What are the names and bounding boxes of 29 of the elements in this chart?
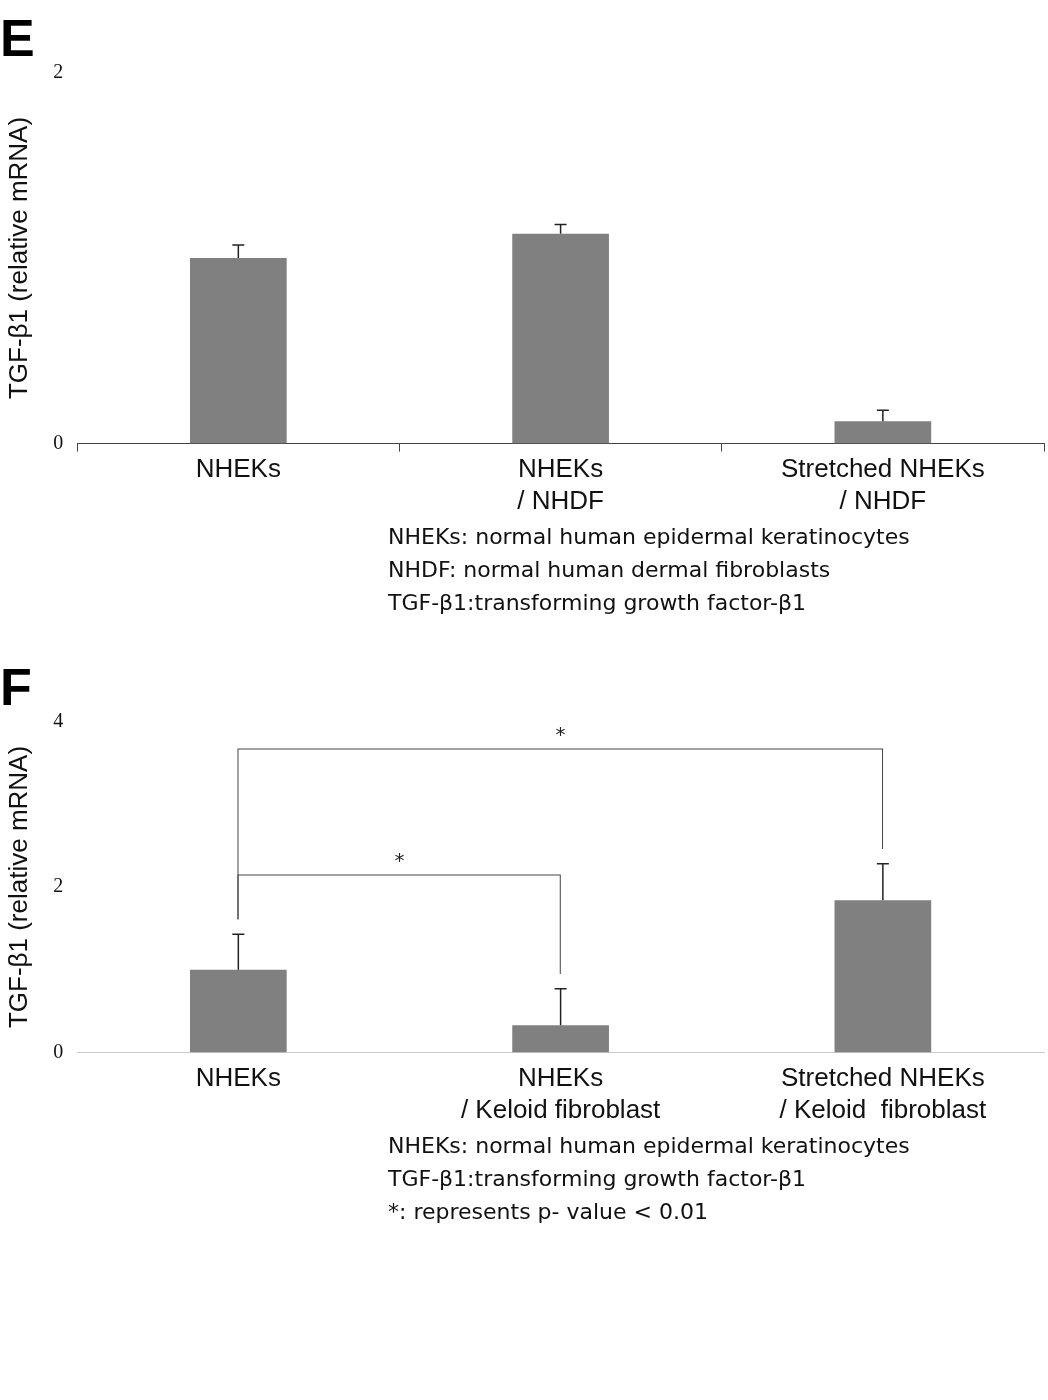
bar	[189, 969, 287, 1053]
annotation: *	[393, 847, 406, 872]
text: NHEKs: normal human epidermal keratinocytes	[388, 1132, 911, 1160]
text: TGF-β1:transforming growth factor-β1	[388, 589, 807, 617]
text: *: represents p- value < 0.01	[388, 1198, 709, 1226]
x-tick-label: Stretched NHEKs / Keloid fibroblast	[779, 1062, 987, 1124]
bar	[834, 421, 932, 444]
y-tick-label: 0	[53, 1039, 64, 1062]
bar	[512, 233, 609, 444]
y-tick-label: 0	[53, 430, 64, 453]
x-tick-label: Stretched NHEKs / NHDF	[780, 453, 985, 515]
y-axis-title: TGF-β1 (relative mRNA)	[2, 745, 33, 1029]
x-tick-label: NHEKs	[195, 453, 281, 484]
annotation: *	[554, 721, 567, 746]
y-tick-label: 4	[53, 708, 64, 731]
text: TGF-β1:transforming growth factor-β1	[388, 1165, 807, 1193]
bar	[189, 258, 287, 444]
y-tick-label: 2	[53, 874, 64, 897]
x-tick-label: NHEKs / Keloid fibroblast	[460, 1062, 662, 1124]
text: NHEKs: normal human epidermal keratinocytes	[388, 523, 911, 551]
x-tick-label: NHEKs	[195, 1062, 281, 1093]
x-tick-label: NHEKs / NHDF	[517, 453, 604, 515]
chart-title: E	[0, 8, 35, 67]
bar	[834, 900, 932, 1053]
y-axis-title: TGF-β1 (relative mRNA)	[2, 116, 33, 400]
chart-title: F	[0, 657, 32, 716]
text: NHDF: normal human dermal fibroblasts	[388, 556, 832, 584]
bar	[512, 1025, 609, 1053]
y-tick-label: 2	[53, 59, 64, 82]
